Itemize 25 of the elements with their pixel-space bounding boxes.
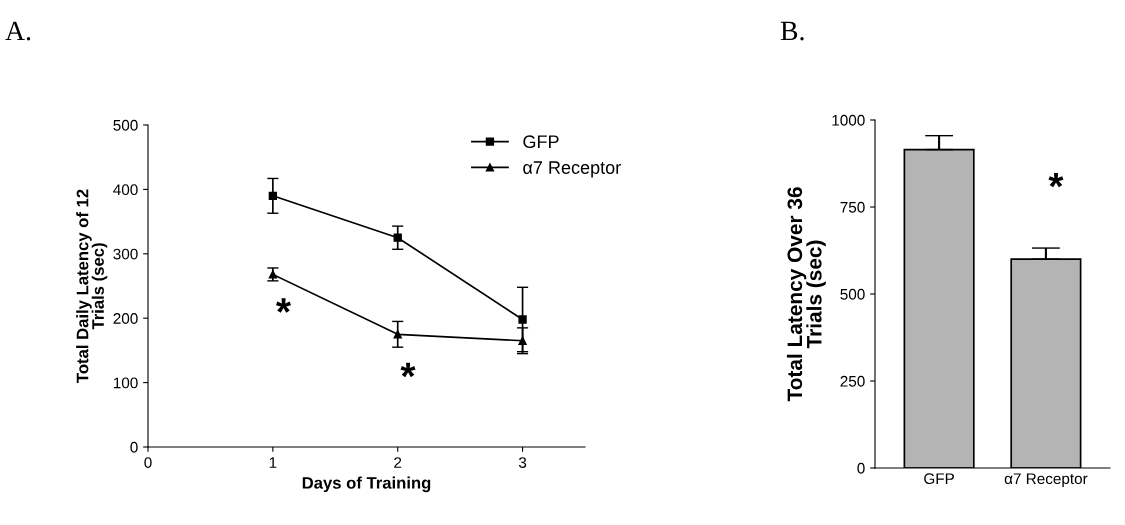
legend-label: α7 Receptor — [523, 161, 621, 178]
chart-title: B. — [780, 21, 804, 41]
y-tick-label: 250 — [840, 375, 865, 387]
y-tick-label: 400 — [113, 184, 138, 196]
legend-label: GFP — [523, 135, 559, 149]
y-tick-label: 300 — [113, 248, 138, 260]
y-tick-label: 1000 — [832, 114, 865, 126]
y-axis-title: Total Latency Over 36 Trials (sec) — [786, 187, 826, 402]
x-tick-label: 3 — [518, 457, 527, 468]
point — [518, 315, 527, 324]
annotation: * — [276, 298, 291, 313]
x-axis-title: Days of Training — [302, 476, 431, 493]
x-tick-label: 1 — [269, 457, 277, 468]
x-tick-label: 0 — [144, 457, 152, 468]
y-tick-label: 500 — [840, 288, 865, 300]
annotation: * — [1048, 172, 1064, 188]
chart-title: A. — [5, 21, 31, 41]
y-tick-label: 500 — [113, 119, 138, 131]
y-tick-label: 200 — [113, 313, 138, 324]
y-tick-label: 0 — [130, 441, 138, 453]
y-axis-title: Total Daily Latency of 12 Trials (sec) — [76, 189, 108, 383]
x-tick-label: 2 — [394, 457, 402, 468]
y-tick-label: 750 — [840, 201, 865, 213]
annotation: * — [400, 362, 416, 378]
y-tick-label: 100 — [113, 377, 138, 389]
